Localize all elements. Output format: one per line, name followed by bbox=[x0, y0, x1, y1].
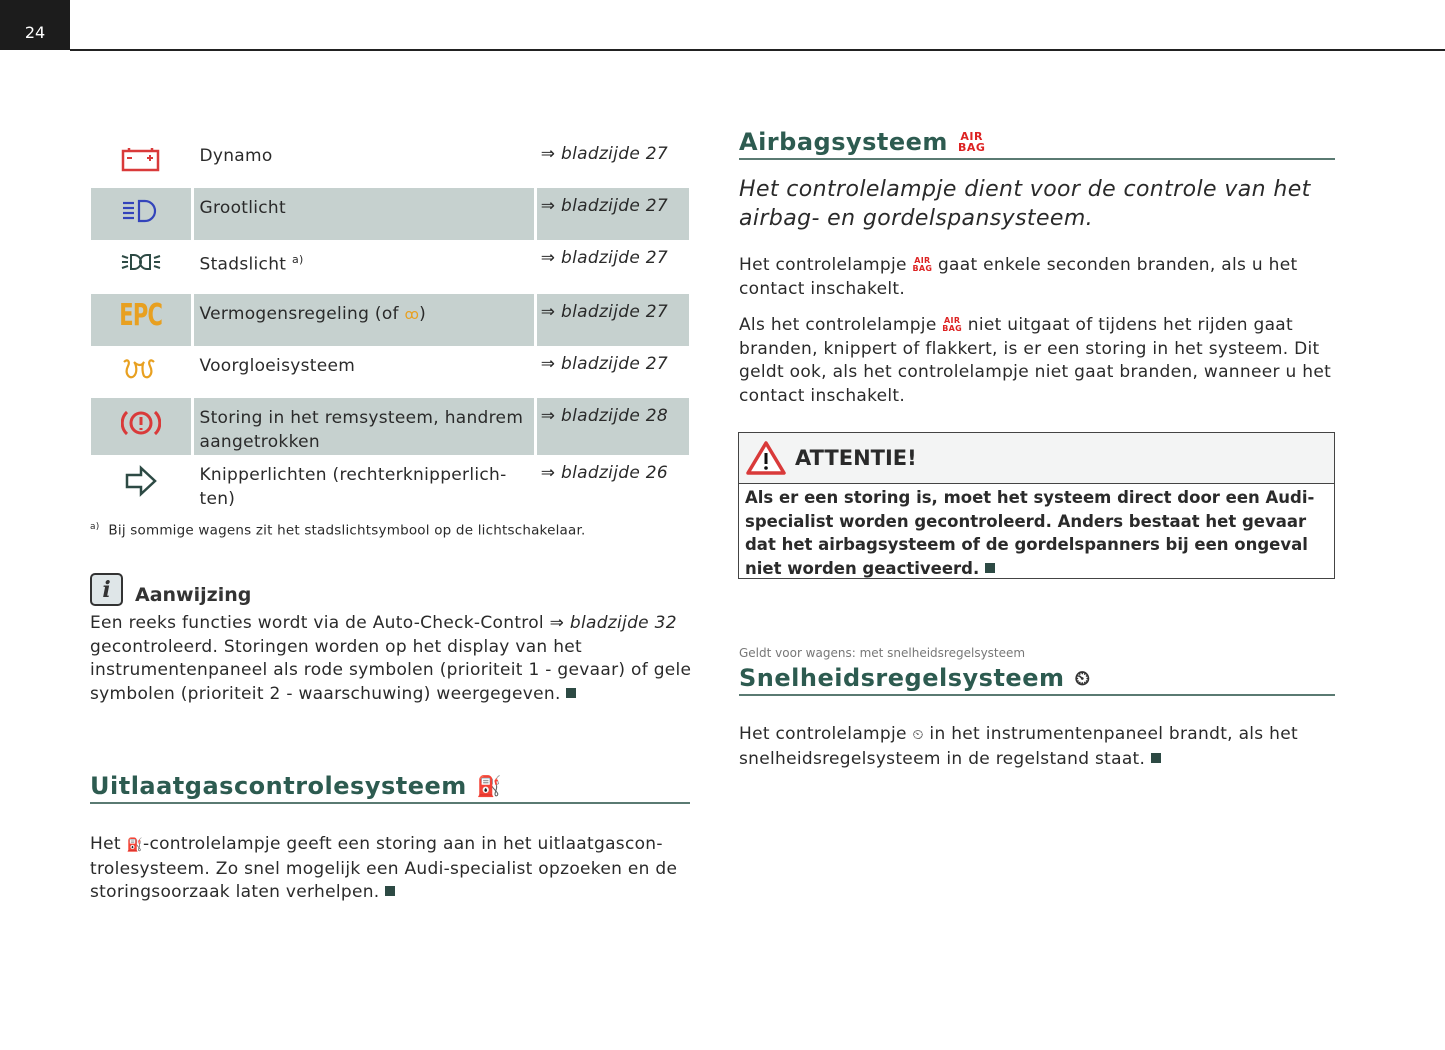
note-section: i Aanwijzing Een reeks functies wordt via… bbox=[90, 573, 695, 706]
page-ref[interactable]: ⇒ bladzijde 27 bbox=[540, 248, 669, 268]
page-ref[interactable]: bladzijde 32 bbox=[569, 613, 677, 633]
end-mark bbox=[385, 886, 396, 896]
cruise-text: Het controlelampje ⏲ in het instrumenten… bbox=[739, 724, 1298, 769]
end-mark bbox=[566, 687, 577, 698]
airbag-icon: AIR BAG bbox=[912, 256, 933, 273]
end-mark bbox=[1150, 752, 1161, 763]
page-ref[interactable]: ⇒ bladzijde 27 bbox=[540, 354, 669, 374]
header-rule bbox=[70, 49, 1445, 51]
footnote: a) Bij sommige wagens zit het stadslicht… bbox=[90, 522, 586, 539]
table-row: EPC Vermogensregeling (of ꝏ) ⇒ bladzijde… bbox=[91, 294, 689, 346]
turn-signal-icon bbox=[91, 455, 191, 511]
cruise-control-icon: ⏲ bbox=[1074, 666, 1091, 690]
table-row: Dynamo ⇒ bladzijde 27 bbox=[91, 136, 689, 188]
table-row: Grootlicht ⇒ bladzijde 27 bbox=[91, 188, 689, 240]
high-beam-icon bbox=[91, 188, 192, 240]
page-ref[interactable]: ⇒ bladzijde 27 bbox=[536, 188, 689, 240]
section-heading-uitlaat: Uitlaatgascontrolesysteem ⛽ bbox=[90, 772, 690, 804]
warning-title: ATTENTIE! bbox=[795, 446, 917, 470]
table-row: Knipperlichten (rechterknipperlich-ten) … bbox=[91, 455, 689, 511]
uitlaat-text: Het ⛽-controlelampje geeft een storing a… bbox=[90, 834, 678, 902]
end-mark bbox=[985, 562, 995, 573]
section-heading-cruise: Snelheidsregelsysteem ⏲ bbox=[739, 664, 1335, 696]
page-ref[interactable]: ⇒ bladzijde 26 bbox=[540, 463, 669, 483]
parking-light-icon bbox=[91, 240, 191, 294]
warning-triangle-icon bbox=[746, 441, 786, 475]
info-icon: i bbox=[90, 573, 123, 606]
glow-plug-icon: ꝏ bbox=[404, 307, 420, 323]
glow-plug-icon bbox=[91, 346, 191, 398]
page-ref[interactable]: ⇒ bladzijde 28 bbox=[536, 398, 689, 455]
table-row: Storing in het remsysteem, handrem aange… bbox=[91, 398, 689, 455]
airbag-paragraph: Het controlelampje AIR BAG gaat enkele se… bbox=[739, 255, 1298, 299]
airbag-icon: AIR BAG bbox=[957, 130, 986, 154]
engine-icon: ⛽ bbox=[126, 838, 144, 853]
page-number: 24 bbox=[0, 0, 70, 50]
brake-warning-icon bbox=[91, 398, 192, 455]
section-heading-airbag: Airbagsysteem AIR BAG bbox=[739, 128, 1335, 160]
table-row: Stadslicht a) ⇒ bladzijde 27 bbox=[91, 240, 689, 294]
cruise-control-icon: ⏲ bbox=[912, 727, 924, 743]
engine-icon: ⛽ bbox=[476, 774, 503, 798]
table-row: Voorgloeisysteem ⇒ bladzijde 27 bbox=[91, 346, 689, 398]
airbag-lead: Het controlelampje dient voor de control… bbox=[739, 177, 1311, 231]
page-ref[interactable]: ⇒ bladzijde 27 bbox=[536, 294, 689, 346]
airbag-icon: AIR BAG bbox=[942, 316, 963, 333]
airbag-paragraph: Als het controlelampje AIR BAG niet uitga… bbox=[739, 315, 1332, 406]
warning-box: ATTENTIE! Als er een storing is, moet he… bbox=[738, 432, 1335, 579]
page-ref[interactable]: ⇒ bladzijde 27 bbox=[540, 144, 669, 164]
applies-to-note: Geldt voor wagens: met snelheidsregelsys… bbox=[739, 646, 1026, 660]
warning-lights-table: Dynamo ⇒ bladzijde 27 Grootlicht ⇒ bladz… bbox=[91, 136, 689, 511]
battery-icon bbox=[91, 136, 191, 188]
epc-icon: EPC bbox=[91, 294, 192, 346]
note-title: Aanwijzing bbox=[135, 584, 252, 606]
